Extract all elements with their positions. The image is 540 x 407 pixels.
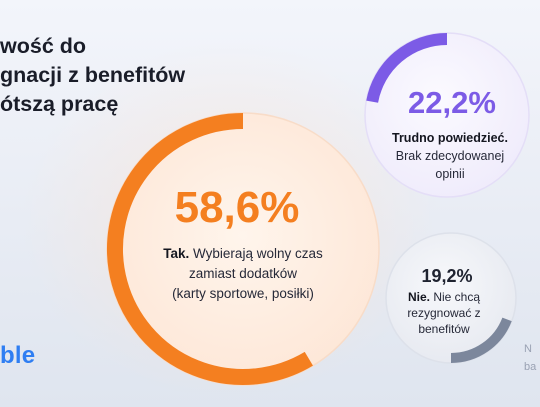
headline: wość do gnacji z benefitów ótszą pracę bbox=[0, 32, 230, 119]
footnote: N ba bbox=[524, 340, 540, 376]
ring-main-label-line-2: zamiast dodatków bbox=[188, 266, 298, 281]
ring-main-label: Tak. Wybierają wolny czas zamiast dodatk… bbox=[145, 244, 341, 304]
ring-small-value: 19,2% bbox=[421, 266, 472, 286]
ring-mid-label-line-1: Brak zdecydowanej bbox=[395, 149, 505, 163]
ring-small-label-line-3: benefitów bbox=[418, 322, 470, 336]
ring-small-disc bbox=[385, 232, 517, 364]
ring-main-label-line-1: Wybierają wolny czas bbox=[193, 246, 323, 261]
headline-line-1: wość do bbox=[0, 34, 87, 58]
ring-mid-label-bold: Trudno powiedzieć. bbox=[392, 131, 508, 145]
footnote-line-2: ba bbox=[524, 361, 537, 373]
headline-line-3: ótszą pracę bbox=[0, 92, 119, 116]
ring-small-label-line-2: rezygnować z bbox=[407, 306, 481, 320]
ring-mid-label: Trudno powiedzieć. Brak zdecydowanej opi… bbox=[388, 129, 512, 183]
headline-line-2: gnacji z benefitów bbox=[0, 63, 186, 87]
ring-small-label: Nie. Nie chcą rezygnować z benefitów bbox=[391, 289, 497, 337]
ring-main-arc bbox=[107, 113, 313, 385]
ring-main-value: 58,6% bbox=[175, 183, 300, 232]
ring-main-label-bold: Tak. bbox=[163, 246, 190, 261]
ring-main-label-line-3: (karty sportowe, posiłki) bbox=[172, 286, 314, 301]
ring-small-arc bbox=[450, 317, 512, 363]
ring-mid-value: 22,2% bbox=[408, 85, 496, 120]
ring-small-label-line-1: Nie chcą bbox=[433, 290, 481, 304]
ring-small-label-bold: Nie. bbox=[407, 290, 430, 304]
footnote-line-1: N bbox=[524, 343, 532, 355]
ring-mid-arc bbox=[366, 33, 448, 103]
ring-mid-label-line-2: opinii bbox=[435, 167, 465, 181]
brand-logo: ble bbox=[0, 342, 36, 369]
